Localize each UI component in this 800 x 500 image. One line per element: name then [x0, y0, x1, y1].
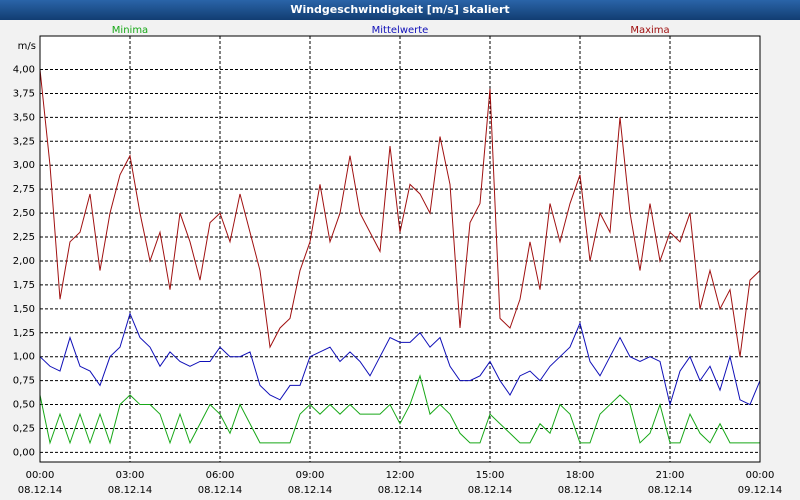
legend-entry: Minima	[112, 25, 148, 36]
y-tick-label: 3,75	[13, 88, 35, 99]
y-tick-label: 1,00	[13, 352, 35, 363]
x-tick-date: 08.12.14	[378, 485, 423, 496]
y-tick-label: 2,00	[13, 256, 35, 267]
series-line	[39, 69, 761, 357]
x-tick-label: 21:00	[656, 470, 685, 481]
legend-entry: Mittelwerte	[372, 25, 429, 36]
x-tick-date: 08.12.14	[648, 485, 693, 496]
title-bar	[0, 0, 800, 20]
x-tick-label: 00:00	[26, 470, 55, 481]
x-tick-label: 09:00	[296, 470, 325, 481]
y-tick-label: 3,25	[13, 136, 35, 147]
y-tick-label: 2,75	[13, 184, 35, 195]
x-tick-date: 09.12.14	[738, 485, 783, 496]
x-tick-date: 08.12.14	[198, 485, 243, 496]
x-tick-date: 08.12.14	[558, 485, 603, 496]
y-tick-label: 2,50	[13, 208, 35, 219]
plot-border	[39, 35, 761, 463]
y-tick-label: 1,75	[13, 280, 35, 291]
x-tick-label: 18:00	[566, 470, 595, 481]
y-tick-label: 4,00	[13, 65, 35, 76]
y-tick-label: 3,00	[13, 160, 35, 171]
x-tick-date: 08.12.14	[468, 485, 513, 496]
y-tick-label: 0,00	[13, 447, 35, 458]
series-line	[39, 374, 760, 445]
chart-title: Windgeschwindigkeit [m/s] skaliert	[290, 3, 509, 16]
x-tick-date: 08.12.14	[108, 485, 153, 496]
x-tick-label: 03:00	[116, 470, 145, 481]
y-tick-label: 0,50	[13, 400, 35, 411]
y-tick-label: 1,25	[13, 328, 35, 339]
x-tick-date: 08.12.14	[18, 485, 63, 496]
y-tick-label: 2,25	[13, 232, 35, 243]
x-tick-label: 12:00	[386, 470, 415, 481]
x-tick-label: 00:00	[746, 470, 775, 481]
x-tick-label: 15:00	[476, 470, 505, 481]
y-tick-label: 0,75	[13, 376, 35, 387]
series-line	[39, 312, 761, 407]
y-axis-label: m/s	[18, 41, 36, 52]
y-tick-label: 0,25	[13, 423, 35, 434]
y-tick-label: 1,50	[13, 304, 35, 315]
x-tick-date: 08.12.14	[288, 485, 333, 496]
legend-entry: Maxima	[630, 25, 669, 36]
x-tick-label: 06:00	[206, 470, 235, 481]
y-tick-label: 3,50	[13, 112, 35, 123]
